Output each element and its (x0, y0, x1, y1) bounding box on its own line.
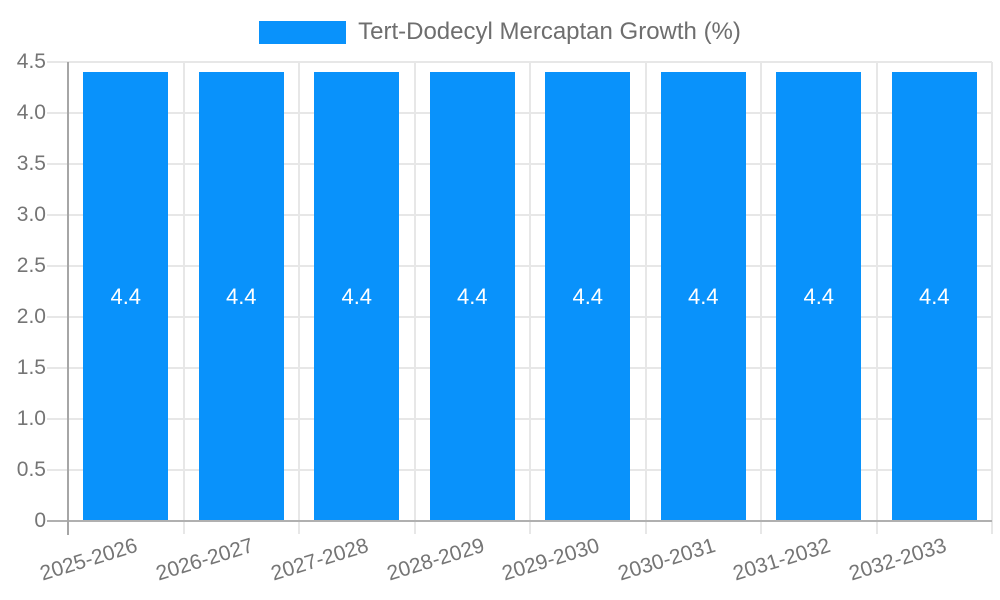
legend-label: Tert-Dodecyl Mercaptan Growth (%) (358, 18, 741, 45)
v-gridline (760, 62, 762, 521)
y-tick-label: 4.0 (16, 101, 46, 124)
y-tick-label: 3.5 (16, 152, 46, 175)
bar: 4.4 (314, 72, 400, 521)
plot-area: 4.4 4.4 4.4 4.4 4.4 4.4 4.4 4.4 (47, 61, 993, 535)
bar-value-label: 4.4 (341, 283, 373, 309)
x-tick-label: 2028-2029 (384, 534, 487, 586)
x-tick-mark (760, 521, 762, 534)
x-tick-mark (875, 521, 878, 534)
y-axis-line (67, 62, 69, 535)
bar: 4.4 (198, 72, 284, 521)
bar: 4.4 (660, 72, 746, 521)
bar-value-label: 4.4 (918, 283, 950, 309)
bar: 4.4 (545, 72, 631, 521)
bar-value-label: 4.4 (687, 283, 719, 309)
bar-value-label: 4.4 (110, 283, 142, 309)
y-tick-label: 1.5 (16, 356, 46, 379)
x-tick-label: 2027-2028 (268, 534, 372, 586)
h-gridline (47, 265, 992, 267)
x-tick-mark (413, 521, 416, 534)
y-tick-label: 2.0 (16, 305, 46, 328)
x-tick-label: 2025-2026 (37, 534, 141, 586)
v-gridline (529, 62, 531, 521)
x-tick-label: 2030-2031 (615, 534, 718, 586)
x-tick-label: 2032-2033 (846, 534, 949, 586)
h-gridline (47, 367, 992, 369)
legend-swatch (259, 20, 347, 44)
v-gridline (991, 62, 993, 521)
v-gridline (182, 62, 185, 521)
h-gridline (47, 163, 992, 165)
x-tick-mark (991, 521, 993, 534)
bar: 4.4 (891, 72, 977, 521)
x-tick-mark (644, 521, 647, 534)
bar: 4.4 (776, 72, 862, 521)
legend: Tert-Dodecyl Mercaptan Growth (%) (0, 20, 1000, 44)
v-gridline (413, 62, 416, 521)
v-gridline (644, 62, 647, 521)
h-gridline (47, 214, 992, 216)
y-tick-label: 3.0 (16, 203, 46, 226)
bar-value-label: 4.4 (572, 283, 604, 309)
x-tick-label: 2026-2027 (153, 534, 256, 586)
bar-value-label: 4.4 (225, 283, 257, 309)
x-tick-mark (298, 521, 300, 534)
x-tick-label: 2031-2032 (730, 534, 834, 586)
h-gridline (47, 112, 992, 114)
y-tick-label: 2.5 (16, 254, 46, 277)
h-gridline (47, 316, 992, 318)
bar: 4.4 (429, 72, 515, 521)
x-tick-label: 2029-2030 (499, 534, 603, 586)
y-tick-label: 0.5 (16, 458, 46, 481)
x-axis-line (47, 520, 992, 522)
y-tick-label: 0 (34, 509, 46, 532)
bar: 4.4 (83, 72, 169, 521)
bar-value-label: 4.4 (803, 283, 835, 309)
v-gridline (875, 62, 878, 521)
x-tick-mark (529, 521, 531, 534)
bar-value-label: 4.4 (456, 283, 488, 309)
h-gridline (47, 469, 992, 471)
h-gridline (47, 418, 992, 420)
x-tick-mark (182, 521, 185, 534)
y-tick-label: 1.0 (16, 407, 46, 430)
y-tick-label: 4.5 (16, 50, 46, 73)
v-gridline (298, 62, 300, 521)
h-gridline (47, 61, 992, 63)
